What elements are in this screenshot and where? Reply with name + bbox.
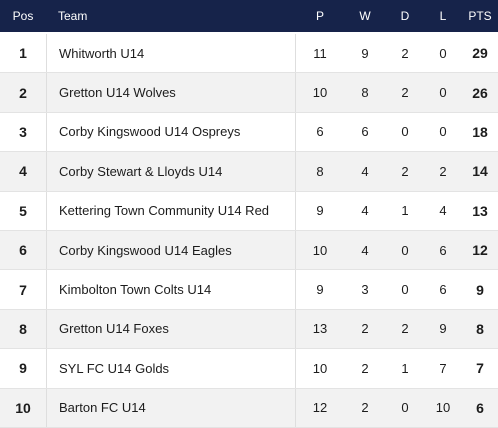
row-drawn: 0 bbox=[401, 282, 409, 298]
row-won: 2 bbox=[361, 321, 369, 337]
row-played: 8 bbox=[316, 163, 324, 179]
row-position: 9 bbox=[19, 360, 27, 377]
row-played: 13 bbox=[312, 321, 328, 337]
table-row[interactable]: 7 Kimbolton Town Colts U14 9 3 0 6 9 bbox=[0, 270, 498, 310]
table-row[interactable]: 4 Corby Stewart & Lloyds U14 8 4 2 2 14 bbox=[0, 152, 498, 192]
row-won: 4 bbox=[361, 203, 369, 219]
row-won: 2 bbox=[361, 360, 369, 376]
header-won: W bbox=[359, 9, 371, 23]
header-drawn: D bbox=[400, 9, 410, 23]
row-position: 1 bbox=[19, 45, 27, 62]
row-team-name[interactable]: Kimbolton Town Colts U14 bbox=[46, 270, 296, 309]
row-lost: 2 bbox=[439, 163, 447, 179]
row-position: 3 bbox=[19, 123, 27, 140]
table-header: Pos Team P W D L PTS bbox=[0, 0, 498, 32]
row-lost: 7 bbox=[439, 360, 447, 376]
row-points: 12 bbox=[472, 242, 488, 259]
row-lost: 4 bbox=[439, 203, 447, 219]
header-played: P bbox=[315, 9, 324, 23]
table-row[interactable]: 3 Corby Kingswood U14 Ospreys 6 6 0 0 18 bbox=[0, 112, 498, 153]
row-drawn: 2 bbox=[401, 163, 409, 179]
row-played: 6 bbox=[316, 124, 324, 140]
row-position: 10 bbox=[15, 399, 31, 416]
row-position: 8 bbox=[19, 320, 27, 337]
row-drawn: 0 bbox=[401, 124, 409, 140]
row-played: 11 bbox=[313, 45, 327, 61]
row-won: 4 bbox=[361, 242, 369, 258]
row-played: 10 bbox=[312, 360, 328, 376]
row-played: 10 bbox=[312, 85, 328, 101]
row-won: 3 bbox=[361, 282, 369, 298]
row-points: 18 bbox=[472, 123, 488, 140]
row-lost: 0 bbox=[439, 85, 447, 101]
header-pos: Pos bbox=[12, 9, 34, 23]
row-played: 12 bbox=[312, 400, 328, 416]
table-row[interactable]: 8 Gretton U14 Foxes 13 2 2 9 8 bbox=[0, 309, 498, 350]
row-drawn: 0 bbox=[401, 242, 409, 258]
row-team-name[interactable]: Whitworth U14 bbox=[46, 34, 296, 73]
row-lost: 9 bbox=[439, 321, 447, 337]
row-drawn: 1 bbox=[401, 203, 409, 219]
row-position: 7 bbox=[19, 281, 27, 298]
row-team-name[interactable]: Gretton U14 Wolves bbox=[46, 73, 296, 112]
row-team-name[interactable]: Corby Kingswood U14 Ospreys bbox=[46, 112, 296, 152]
table-body: 1 Whitworth U14 11 9 2 0 29 2 Gretton U14 Wolves… bbox=[0, 34, 498, 428]
row-position: 2 bbox=[19, 84, 27, 101]
row-lost: 6 bbox=[439, 282, 447, 298]
row-position: 4 bbox=[19, 163, 27, 180]
row-won: 9 bbox=[361, 45, 369, 61]
row-drawn: 2 bbox=[401, 85, 409, 101]
header-points: PTS bbox=[468, 9, 492, 23]
table-row[interactable]: 1 Whitworth U14 11 9 2 0 29 bbox=[0, 34, 498, 74]
row-points: 14 bbox=[472, 163, 488, 180]
row-points: 6 bbox=[476, 399, 484, 416]
row-team-name[interactable]: Gretton U14 Foxes bbox=[46, 309, 296, 349]
row-points: 7 bbox=[476, 360, 484, 377]
row-team-name[interactable]: SYL FC U14 Golds bbox=[46, 349, 296, 388]
row-drawn: 2 bbox=[401, 321, 409, 337]
row-team-name[interactable]: Kettering Town Community U14 Red bbox=[46, 191, 296, 230]
row-won: 4 bbox=[361, 163, 369, 179]
row-lost: 0 bbox=[439, 124, 447, 140]
table-row[interactable]: 2 Gretton U14 Wolves 10 8 2 0 26 bbox=[0, 73, 498, 113]
row-lost: 10 bbox=[435, 400, 451, 416]
row-points: 9 bbox=[476, 281, 484, 298]
row-lost: 0 bbox=[439, 45, 447, 61]
row-team-name[interactable]: Corby Kingswood U14 Eagles bbox=[46, 230, 296, 270]
table-row[interactable]: 5 Kettering Town Community U14 Red 9 4 1 4 13 bbox=[0, 191, 498, 231]
header-lost: L bbox=[439, 9, 447, 23]
row-position: 6 bbox=[19, 242, 27, 259]
row-won: 6 bbox=[361, 124, 369, 140]
row-won: 2 bbox=[361, 400, 369, 416]
row-points: 26 bbox=[472, 84, 488, 101]
row-drawn: 0 bbox=[401, 400, 409, 416]
row-points: 8 bbox=[476, 320, 484, 337]
table-row[interactable]: 9 SYL FC U14 Golds 10 2 1 7 7 bbox=[0, 349, 498, 389]
row-played: 9 bbox=[316, 203, 324, 219]
row-lost: 6 bbox=[439, 242, 447, 258]
row-played: 9 bbox=[316, 282, 324, 298]
row-played: 10 bbox=[312, 242, 328, 258]
row-team-name[interactable]: Corby Stewart & Lloyds U14 bbox=[46, 152, 296, 191]
row-points: 13 bbox=[472, 202, 488, 219]
row-drawn: 1 bbox=[401, 360, 409, 376]
row-points: 29 bbox=[472, 45, 488, 62]
row-drawn: 2 bbox=[401, 45, 409, 61]
row-position: 5 bbox=[19, 202, 27, 219]
row-won: 8 bbox=[361, 85, 369, 101]
table-row[interactable]: 10 Barton FC U14 12 2 0 10 6 bbox=[0, 388, 498, 428]
row-team-name[interactable]: Barton FC U14 bbox=[46, 388, 296, 427]
header-team: Team bbox=[58, 9, 88, 23]
table-row[interactable]: 6 Corby Kingswood U14 Eagles 10 4 0 6 12 bbox=[0, 230, 498, 271]
